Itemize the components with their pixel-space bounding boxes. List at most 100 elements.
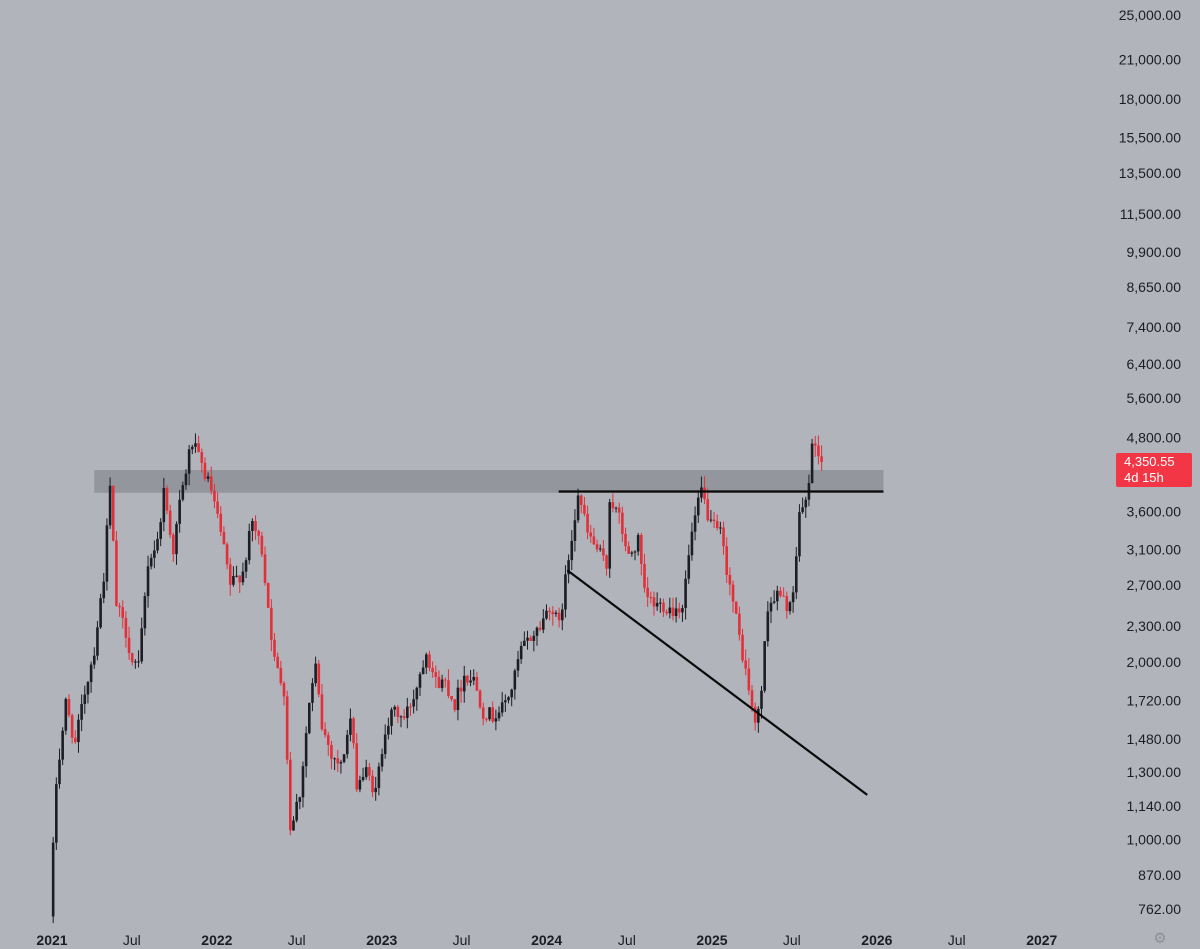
candle-body: [776, 590, 779, 602]
candle-body: [162, 487, 166, 523]
candle-body: [583, 504, 586, 514]
candle-body: [545, 610, 548, 619]
candle: [108, 477, 112, 529]
candle: [61, 727, 64, 766]
candle-body: [412, 699, 415, 707]
last-price-tag: 4,350.55 4d 15h: [1116, 453, 1192, 487]
gear-icon[interactable]: ⚙: [1153, 930, 1167, 947]
candle-body: [453, 699, 457, 711]
y-tick-label: 21,000.00: [1119, 52, 1181, 68]
candle: [64, 697, 68, 735]
candle-body: [254, 521, 257, 532]
candle-body: [712, 519, 716, 522]
y-tick-label: 1,480.00: [1127, 731, 1182, 747]
candle: [165, 485, 169, 515]
candle: [282, 681, 286, 706]
candle: [374, 776, 378, 801]
candle: [213, 483, 216, 509]
candle: [671, 597, 675, 621]
candle-body: [519, 646, 523, 660]
candle: [706, 488, 710, 522]
candle: [421, 660, 425, 675]
candle: [415, 686, 419, 711]
candle-body: [633, 551, 637, 553]
candle-body: [605, 555, 608, 569]
candle: [197, 435, 200, 453]
candle-body: [567, 560, 570, 575]
trendline: [566, 569, 868, 796]
candle-body: [564, 574, 567, 610]
candle-body: [750, 690, 754, 707]
candle: [301, 761, 305, 808]
candle-body: [437, 676, 441, 689]
candle-body: [655, 602, 659, 607]
y-tick-label: 4,800.00: [1127, 430, 1182, 446]
candle-body: [111, 485, 115, 541]
candle-body: [228, 564, 232, 585]
candle: [738, 606, 741, 641]
candle: [646, 577, 649, 607]
candle: [184, 469, 188, 490]
candle: [330, 740, 333, 770]
candle: [206, 472, 210, 483]
candle-body: [285, 696, 289, 760]
candle: [456, 679, 460, 721]
candle: [491, 701, 495, 724]
candle-body: [494, 718, 498, 722]
y-tick-label: 762.00: [1138, 901, 1181, 917]
candle-body: [165, 487, 169, 511]
candle: [573, 509, 577, 552]
candle-body: [200, 452, 204, 463]
candle: [364, 759, 368, 780]
candle-body: [820, 456, 823, 462]
candle: [289, 751, 292, 836]
candle-body: [187, 449, 191, 474]
candle: [111, 485, 115, 542]
candle-body: [99, 598, 102, 628]
candle: [810, 438, 814, 484]
candle: [298, 796, 302, 810]
candle: [507, 696, 510, 704]
candle-body: [333, 758, 336, 760]
candle: [270, 599, 273, 652]
x-axis: 2021 Jul 2022 Jul 2023 Jul 2024 Jul 2025 Jul 2026 J…: [36, 932, 1057, 948]
candle: [425, 652, 428, 675]
candle-body: [757, 708, 760, 723]
candle: [279, 660, 283, 686]
candle-body: [96, 627, 99, 656]
candle-body: [130, 653, 134, 663]
x-tick-label: Jul: [123, 932, 141, 948]
y-tick-label: 15,500.00: [1119, 129, 1181, 145]
candle: [532, 630, 536, 652]
candle: [124, 611, 128, 648]
candle-body: [662, 602, 665, 612]
candle: [383, 724, 387, 759]
candle: [478, 689, 482, 710]
candle: [662, 598, 665, 617]
candle: [753, 702, 757, 731]
candle-body: [548, 610, 551, 612]
candle-body: [779, 590, 782, 596]
candle: [55, 777, 58, 850]
candle-body: [225, 544, 229, 565]
candle-body: [690, 531, 694, 556]
candle: [323, 722, 327, 738]
candle-body: [219, 513, 223, 532]
candle-body: [153, 550, 156, 558]
candle-body: [526, 637, 529, 641]
candle-body: [734, 601, 738, 614]
candle: [665, 609, 668, 616]
candle: [560, 603, 564, 631]
candle-body: [241, 571, 245, 583]
candle-body: [121, 607, 125, 618]
candle-body: [671, 607, 675, 617]
candle-body: [77, 719, 80, 743]
candle: [719, 521, 722, 535]
candle: [504, 694, 507, 712]
candle: [655, 592, 659, 611]
candle-body: [213, 490, 216, 502]
candle-body: [738, 613, 741, 635]
candle: [168, 504, 172, 539]
candle-body: [260, 535, 264, 555]
